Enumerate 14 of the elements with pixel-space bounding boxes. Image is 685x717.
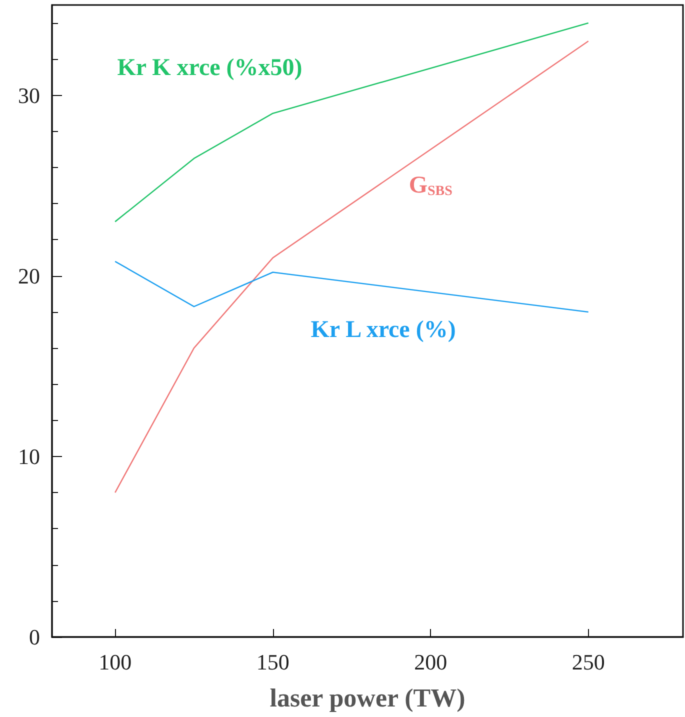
- line-series: [114, 260, 589, 313]
- x-tick-label: 100: [98, 650, 132, 674]
- series-label: Kr K xrce (%x50): [117, 55, 302, 82]
- line-series: [114, 40, 589, 494]
- line-series: [114, 22, 589, 222]
- series-label: Kr L xrce (%): [310, 317, 456, 344]
- x-tick-label: 200: [414, 650, 448, 674]
- x-tick-label: 150: [256, 650, 290, 674]
- x-tick-label: 250: [572, 650, 605, 674]
- y-tick-label: 30: [18, 82, 40, 108]
- x-axis-title: laser power (TW): [270, 684, 466, 712]
- y-tick-label: 10: [18, 444, 40, 469]
- y-tick-label: 20: [18, 263, 40, 288]
- y-tick-label: 0: [29, 624, 40, 650]
